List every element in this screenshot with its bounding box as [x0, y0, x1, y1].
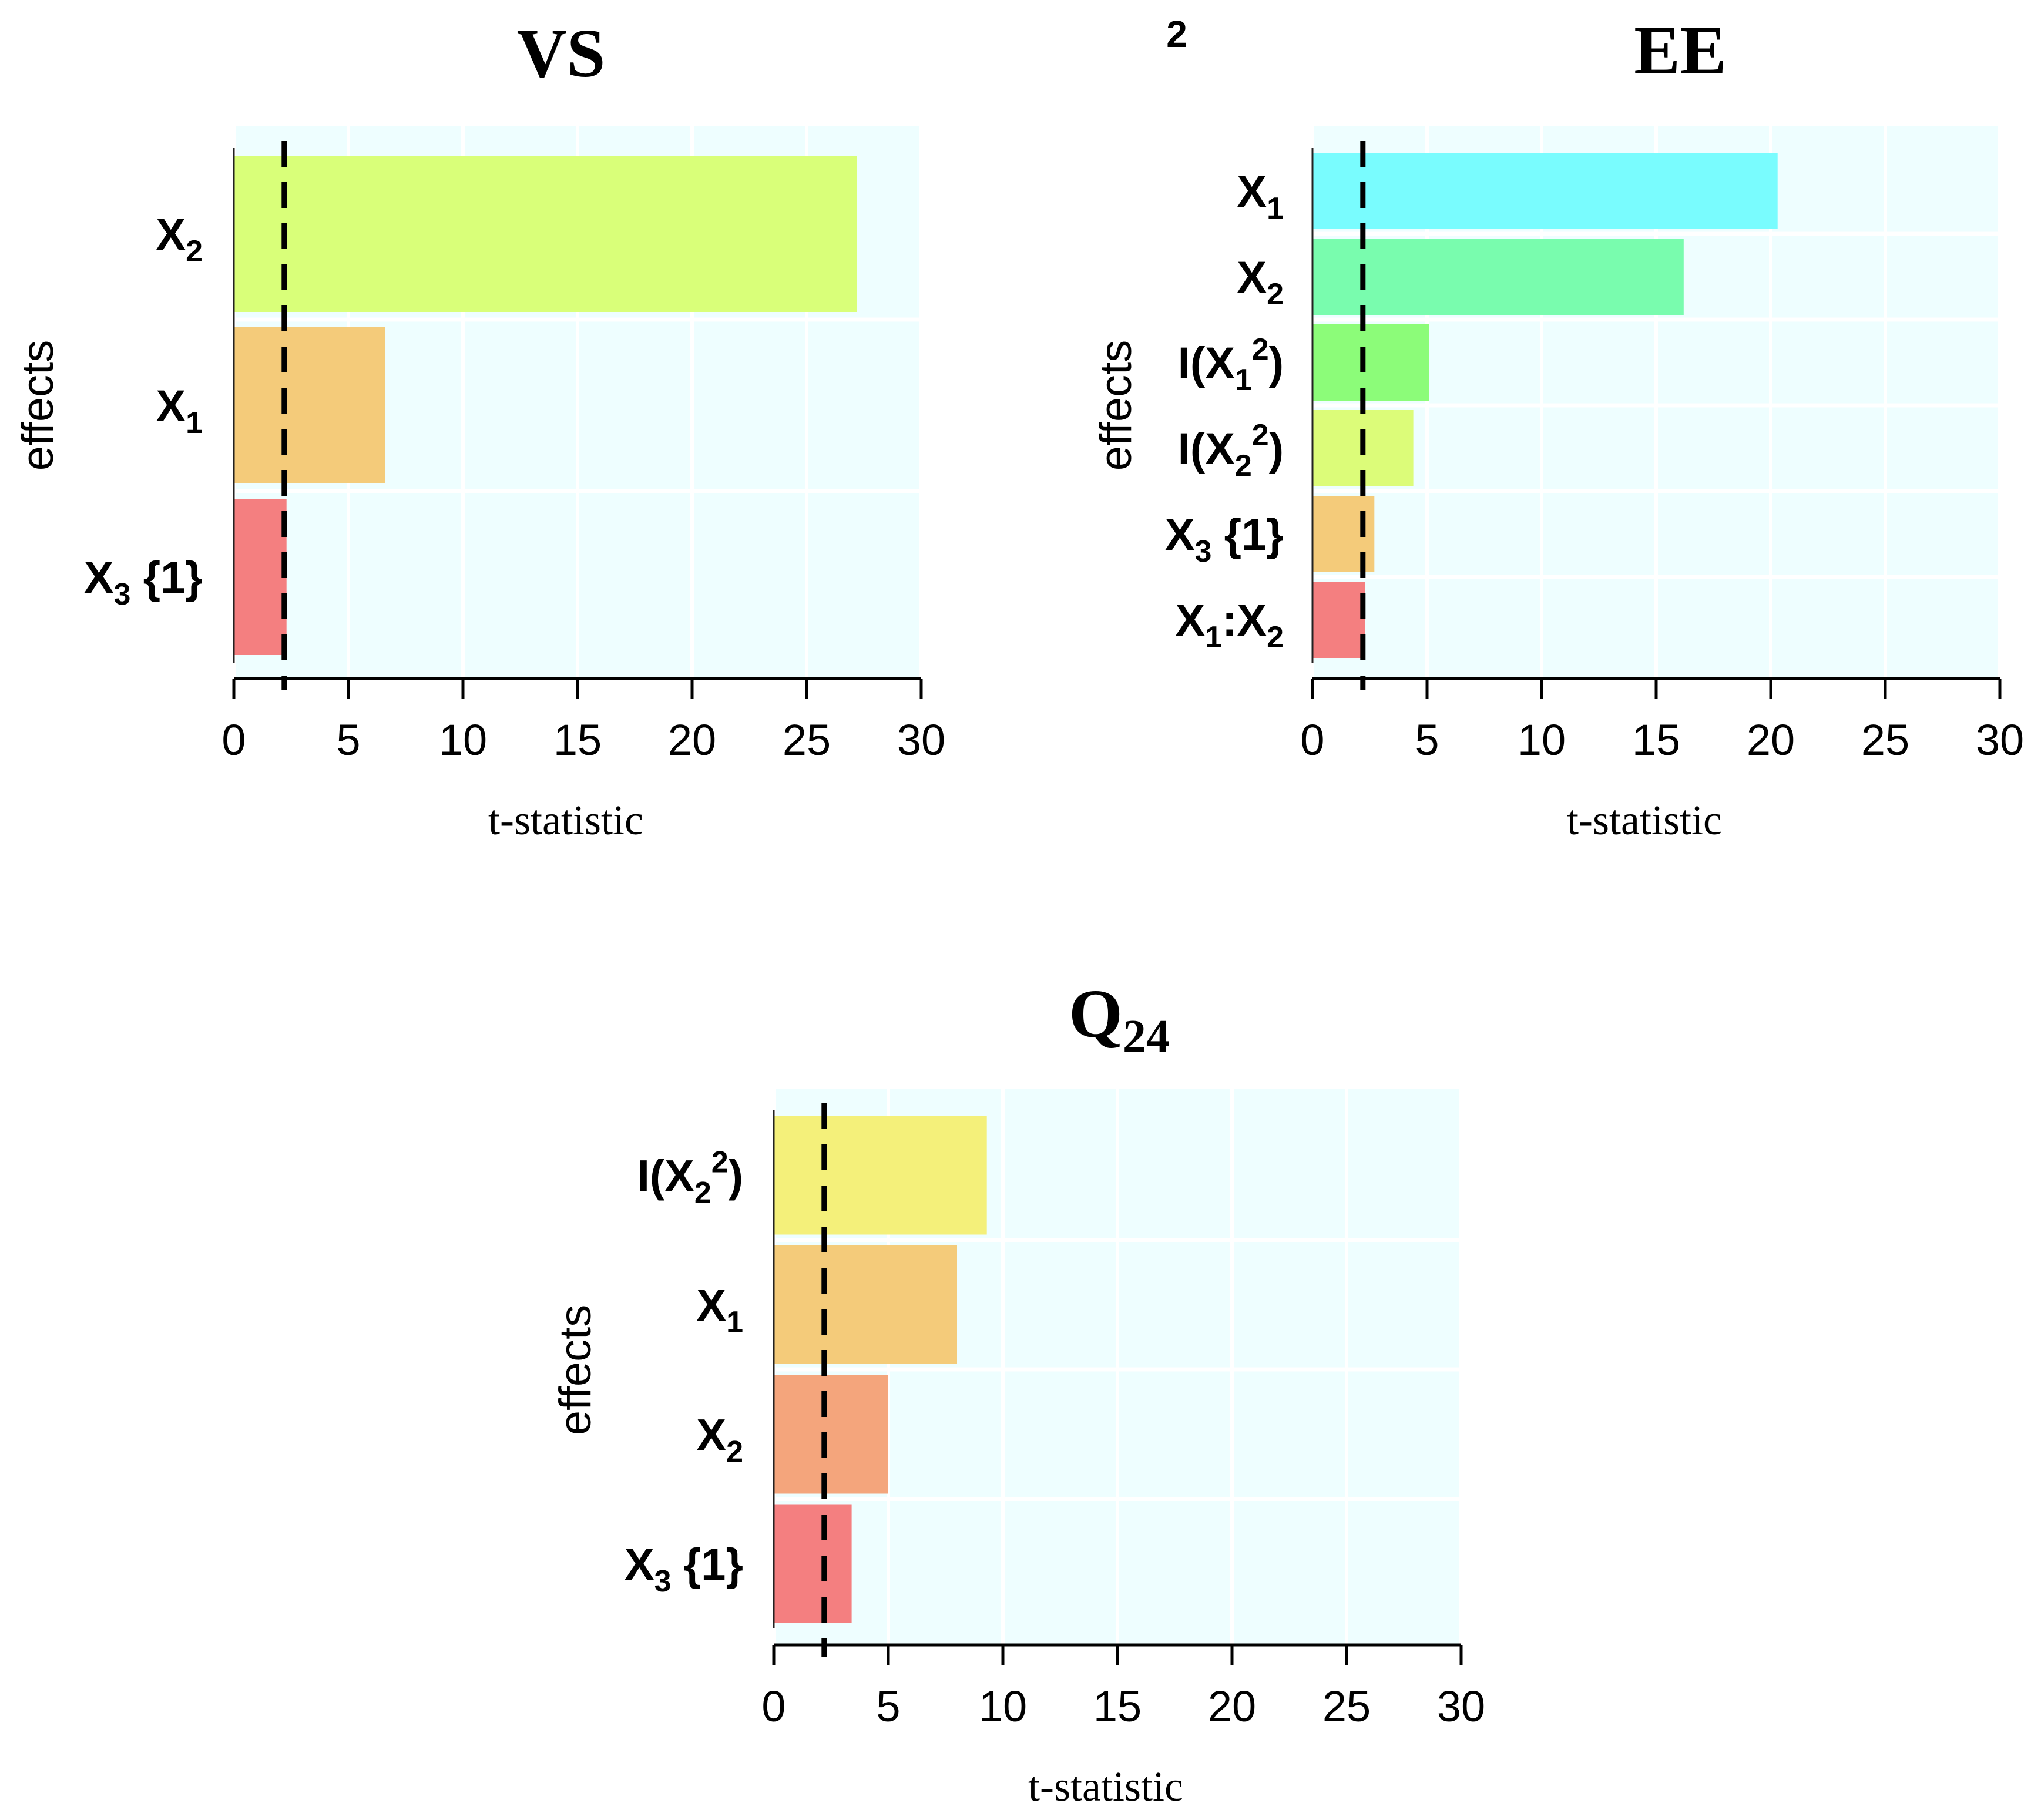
category-label: X3 {1}	[84, 553, 203, 612]
category-label: I(X12)	[1178, 333, 1284, 397]
bar	[1312, 324, 1429, 401]
chart-title: VS	[517, 15, 606, 92]
chart-panel: I(X22) X1 X2 X3 {1} 0 5 10 15 20 25 30 t-statistic e…	[550, 975, 1485, 1810]
category-label: X2	[696, 1410, 743, 1469]
category-label: X2	[1237, 253, 1284, 311]
x-axis-title: t-statistic	[488, 797, 643, 844]
chart-title: Q24	[1069, 975, 1170, 1063]
x-tick-label: 30	[897, 716, 945, 764]
x-tick-label: 30	[1976, 716, 2024, 764]
category-label: X1	[1237, 167, 1284, 226]
y-axis-title: effects	[13, 340, 63, 471]
chart-panel: X2 X1 X3 {1} 0 5 10 15 20 25 30 t-statistic effects…	[13, 15, 945, 844]
y-axis-title: effects	[550, 1305, 600, 1436]
category-label: I(X22)	[1178, 418, 1284, 483]
x-tick-label: 15	[553, 716, 602, 764]
x-tick-label: 5	[876, 1682, 900, 1731]
x-tick-label: 20	[668, 716, 716, 764]
x-tick-label: 20	[1208, 1682, 1256, 1731]
category-label: X3 {1}	[625, 1540, 743, 1599]
bar	[774, 1116, 987, 1235]
category-label: X3 {1}	[1165, 510, 1284, 569]
x-axis-title: t-statistic	[1028, 1763, 1183, 1810]
x-tick-label: 20	[1747, 716, 1795, 764]
bar	[774, 1245, 957, 1364]
bar	[1312, 582, 1365, 658]
y-axis-title: effects	[1091, 340, 1141, 471]
category-label: X1	[696, 1281, 743, 1339]
bar	[1312, 153, 1778, 229]
x-tick-label: 25	[783, 716, 831, 764]
x-tick-label: 0	[761, 1682, 785, 1731]
category-label: X2	[156, 210, 203, 268]
x-tick-label: 15	[1632, 716, 1680, 764]
x-tick-label: 5	[1415, 716, 1439, 764]
x-tick-label: 30	[1437, 1682, 1485, 1731]
bar	[234, 156, 857, 312]
chart-title: EE	[1634, 12, 1726, 89]
x-tick-label: 15	[1093, 1682, 1142, 1731]
category-label: I(X22)	[637, 1145, 743, 1210]
x-tick-label: 10	[979, 1682, 1027, 1731]
x-axis-title: t-statistic	[1567, 797, 1722, 844]
stray-label: 2	[1166, 13, 1187, 55]
category-label: X1:X2	[1175, 596, 1284, 654]
x-tick-label: 5	[336, 716, 360, 764]
bar	[234, 327, 385, 483]
x-tick-label: 25	[1861, 716, 1909, 764]
x-tick-label: 10	[1518, 716, 1566, 764]
bar	[774, 1504, 852, 1623]
chart-panel: X1 X2 I(X12) I(X22) X3 {1} X1:X2 0 5 10 15 20 25 30 t…	[1091, 12, 2024, 844]
category-label: X1	[156, 381, 203, 440]
x-tick-label: 0	[221, 716, 246, 764]
x-tick-label: 0	[1300, 716, 1324, 764]
x-tick-label: 25	[1322, 1682, 1371, 1731]
bar	[1312, 239, 1684, 315]
x-tick-label: 10	[439, 716, 487, 764]
bar	[234, 499, 287, 655]
bar	[774, 1375, 888, 1494]
